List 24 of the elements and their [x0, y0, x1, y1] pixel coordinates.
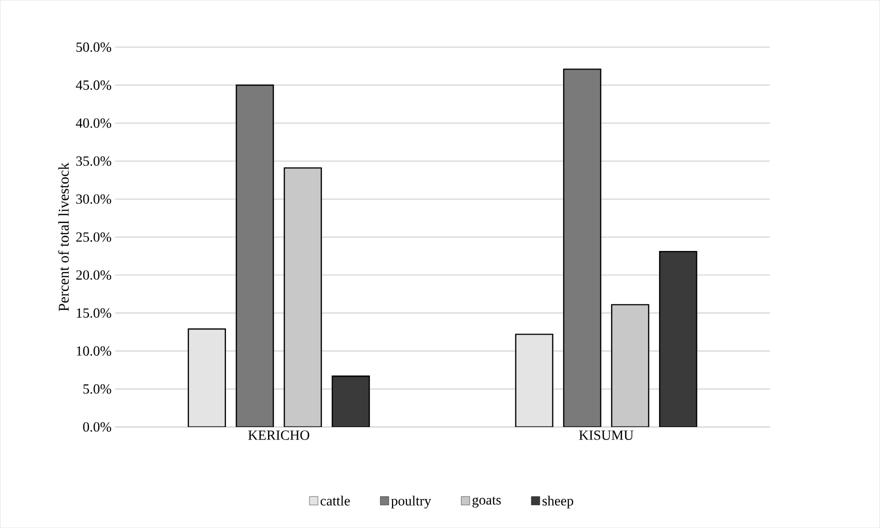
bar	[332, 375, 370, 427]
legend-label: poultry	[391, 496, 432, 508]
bar	[659, 250, 698, 427]
y-tick-label: 0.0%	[83, 422, 112, 432]
x-tick-label: KISUMU	[579, 430, 634, 440]
legend-label: sheep	[542, 496, 574, 508]
x-tick-label: KERICHO	[248, 430, 310, 440]
legend-label: goats	[472, 496, 501, 508]
bar	[515, 334, 554, 427]
y-tick-label: 35.0%	[76, 156, 112, 166]
y-tick-label: 5.0%	[83, 384, 112, 394]
y-tick-label: 10.0%	[76, 346, 112, 356]
y-tick-label: 45.0%	[76, 80, 112, 90]
y-tick-label: 40.0%	[76, 118, 112, 128]
y-axis-title: Percent of total livestock	[58, 162, 69, 312]
y-tick-label: 15.0%	[76, 308, 112, 318]
y-tick-label: 20.0%	[76, 270, 112, 280]
y-tick-label: 30.0%	[76, 194, 112, 204]
y-tick-label: 50.0%	[76, 42, 112, 52]
bar	[188, 328, 226, 427]
legend-label: cattle	[320, 496, 350, 506]
bar	[563, 68, 602, 427]
bar	[236, 84, 274, 427]
y-tick-label: 25.0%	[76, 232, 112, 242]
